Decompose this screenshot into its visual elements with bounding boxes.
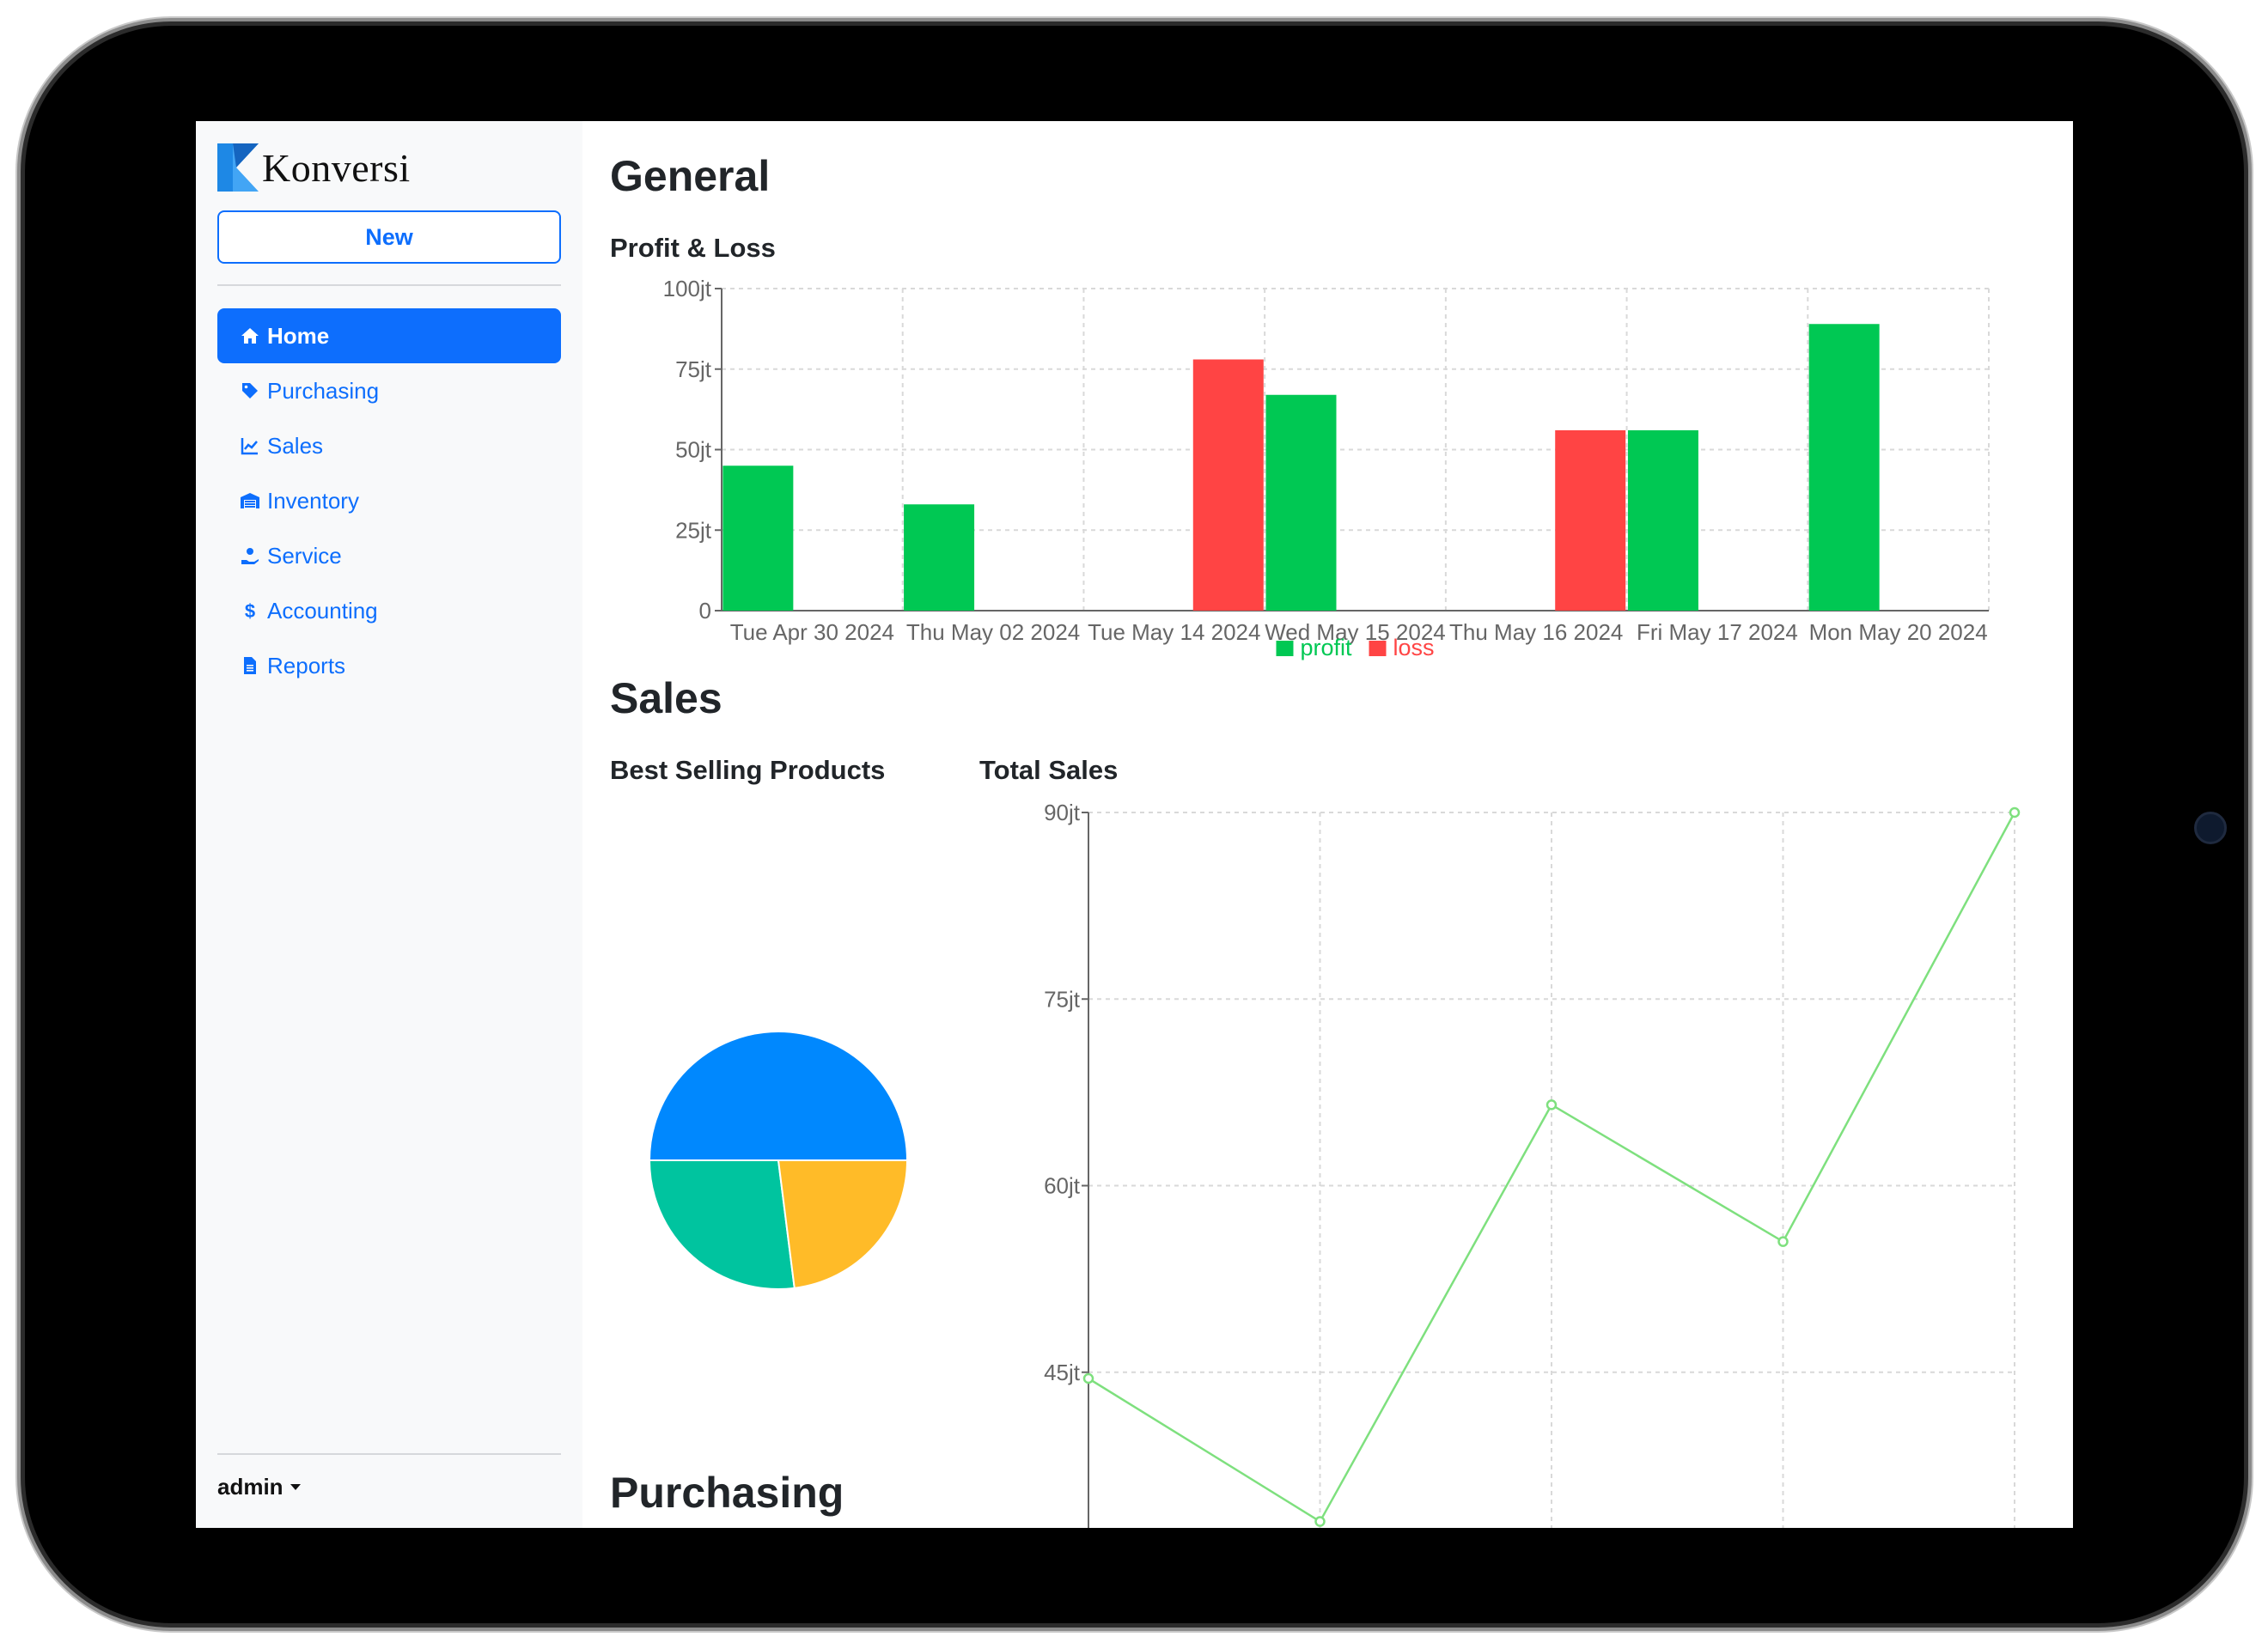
x-tick-label: Thu May 02 2024 [906,619,1080,645]
data-point [1082,1372,1094,1384]
loss-legend-swatch [1369,641,1387,656]
x-tick-label: Mon May 20 2024 [1809,619,1988,645]
profit-legend-swatch [1276,641,1294,656]
konversi-logo-icon [217,143,259,192]
new-button[interactable]: New [217,210,561,264]
app-screen: Konversi New Home Purchasing Sales Inven… [196,121,2073,1528]
sidebar-bottom-divider [217,1453,561,1455]
sidebar-item-service[interactable]: Service [217,528,561,583]
user-name: admin [217,1474,284,1500]
sidebar: Konversi New Home Purchasing Sales Inven… [196,121,582,1528]
y-tick-label: 45jt [1044,1360,1081,1385]
warehouse-icon [241,493,259,508]
profit-loss-title: Profit & Loss [610,233,776,263]
pie-slice [648,1159,796,1290]
file-icon [244,657,256,674]
sidebar-nav: Home Purchasing Sales Inventory Service … [217,308,561,693]
data-point [1314,1516,1326,1527]
sidebar-item-label: Inventory [267,487,359,514]
y-tick-label: 100jt [663,276,712,301]
tag-icon [242,383,258,399]
hand-holding-icon [241,548,259,564]
loss-bar [1555,430,1626,611]
y-tick-label: 0 [699,598,711,624]
main-content: General Profit & Loss 0 25jt 50jt 75jt 100jt… [610,121,2062,1528]
brand-name: Konversi [262,145,411,190]
total-sales-title: Total Sales [979,755,1119,785]
profit-bar [1265,394,1337,611]
camera-icon [2194,812,2227,844]
sidebar-item-label: Home [267,322,330,349]
sidebar-item-label: Accounting [267,597,378,624]
x-tick-label: Tue May 14 2024 [1088,619,1260,645]
loss-bar [1192,359,1264,611]
y-tick-label: 90jt [1044,800,1081,825]
brand-logo[interactable]: Konversi [217,142,411,193]
y-tick-label: 60jt [1044,1173,1081,1199]
x-tick-label: Thu May 16 2024 [1449,619,1623,645]
sidebar-item-label: Sales [267,432,324,459]
sidebar-divider [217,284,561,286]
y-tick-label: 75jt [675,356,712,382]
sidebar-item-label: Purchasing [267,377,380,404]
sidebar-item-home[interactable]: Home [217,308,561,363]
y-tick-label: 50jt [675,437,712,463]
caret-down-icon [290,1484,301,1490]
profit-loss-chart: 0 25jt 50jt 75jt 100jt Tue Apr 30 2024 Thu May… [663,276,1990,660]
section-title-general: General [610,152,771,200]
profit-bar [1808,324,1880,611]
best-selling-title: Best Selling Products [610,755,886,785]
sidebar-item-label: Service [267,542,342,569]
best-selling-pie-chart: Macbook AiriPhone 15Magic Mouse [648,1031,909,1290]
sidebar-item-accounting[interactable]: $ Accounting [217,583,561,638]
section-title-purchasing: Purchasing [610,1469,844,1517]
profit-legend-label: profit [1301,635,1353,660]
section-title-sales: Sales [610,674,722,722]
profit-bar [1627,430,1698,611]
profit-bar [722,465,794,611]
data-point [1777,1236,1789,1247]
y-tick-label: 25jt [675,517,712,543]
sidebar-item-label: Reports [267,652,346,678]
chart-line-icon [241,438,258,455]
dollar-icon: $ [245,600,255,621]
data-point [2009,806,2021,818]
sidebar-item-inventory[interactable]: Inventory [217,473,561,528]
pie-slice [777,1159,909,1289]
x-tick-label: Fri May 17 2024 [1637,619,1798,645]
user-menu[interactable]: admin [217,1474,301,1500]
pie-slice [648,1031,909,1161]
home-icon [241,328,259,344]
x-tick-label: Wed May 15 2024 [1265,619,1446,645]
profit-bar [904,504,975,611]
profit-loss-legend: profit loss [1276,635,1435,660]
data-point [1546,1099,1558,1110]
sidebar-item-reports[interactable]: Reports [217,638,561,693]
x-tick-label: Tue Apr 30 2024 [730,619,894,645]
sidebar-item-purchasing[interactable]: Purchasing [217,363,561,418]
loss-legend-label: loss [1393,635,1435,660]
svg-text:$: $ [245,600,255,621]
sidebar-item-sales[interactable]: Sales [217,418,561,473]
y-tick-label: 75jt [1044,986,1081,1012]
